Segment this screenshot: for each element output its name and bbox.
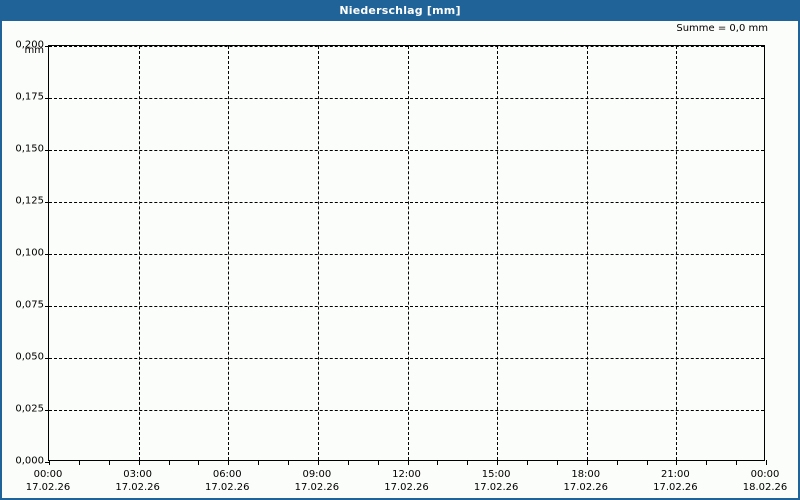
x-axis-tick-label: 21:00 17.02.26 bbox=[653, 468, 698, 494]
gridline-horizontal bbox=[49, 410, 764, 411]
x-axis-tick-mark bbox=[556, 460, 558, 465]
y-axis-tick-label: 0,025 bbox=[15, 403, 44, 415]
x-axis-tick-mark bbox=[108, 460, 110, 465]
x-axis-tick-label: 03:00 17.02.26 bbox=[115, 468, 160, 494]
y-axis-tick-label: 0,200 bbox=[15, 39, 44, 51]
gridline-horizontal bbox=[49, 202, 764, 203]
x-axis-tick-mark bbox=[168, 460, 170, 465]
x-axis-tick-mark bbox=[646, 460, 648, 465]
x-axis-tick-time: 12:00 bbox=[392, 469, 421, 480]
x-axis-tick-date: 17.02.26 bbox=[294, 482, 340, 493]
y-axis-tick-label: 0,100 bbox=[15, 247, 44, 259]
y-axis-tick-mark bbox=[45, 410, 49, 411]
x-axis-tick-mark bbox=[586, 460, 588, 465]
x-axis-tick-mark bbox=[706, 460, 708, 465]
x-axis-tick-date: 17.02.26 bbox=[563, 482, 609, 493]
x-axis-tick-date: 17.02.26 bbox=[25, 482, 71, 493]
gridline-vertical bbox=[228, 46, 230, 460]
gridline-vertical bbox=[407, 46, 409, 460]
x-axis-tick-mark bbox=[736, 460, 738, 465]
window-title-bar: Niederschlag [mm] bbox=[0, 0, 800, 21]
y-axis-tick-mark bbox=[45, 150, 49, 151]
x-axis-tick-label: 12:00 17.02.26 bbox=[384, 468, 429, 494]
x-axis-tick-label: 09:00 17.02.26 bbox=[295, 468, 340, 494]
x-axis-tick-time: 03:00 bbox=[123, 469, 153, 480]
x-axis-tick-time: 18:00 bbox=[571, 469, 601, 480]
y-axis-tick-mark bbox=[45, 46, 49, 47]
x-axis-tick-mark bbox=[497, 460, 499, 465]
x-axis-tick-label: 06:00 17.02.26 bbox=[205, 468, 250, 494]
x-axis-tick-label: 00:00 17.02.26 bbox=[26, 468, 71, 494]
gridline-horizontal bbox=[49, 254, 764, 255]
y-axis-tick-mark bbox=[45, 202, 49, 203]
x-axis-tick-label: 00:00 18.02.26 bbox=[743, 468, 788, 494]
x-axis-tick-mark bbox=[527, 460, 528, 465]
gridline-horizontal bbox=[49, 306, 764, 307]
x-axis-tick-date: 17.02.26 bbox=[653, 482, 698, 493]
y-axis-tick-label: 0,125 bbox=[15, 195, 44, 207]
plot-region bbox=[45, 45, 767, 465]
gridline-horizontal bbox=[49, 98, 764, 99]
x-axis-tick-mark bbox=[317, 460, 319, 465]
x-axis-tick-time: 06:00 bbox=[212, 469, 242, 480]
y-axis-tick-label: 0,075 bbox=[15, 299, 44, 311]
summary-annotation: Summe = 0,0 mm bbox=[676, 23, 768, 34]
x-axis-tick-date: 17.02.26 bbox=[204, 482, 250, 493]
gridline-horizontal bbox=[49, 150, 764, 151]
y-axis-tick-label: 0,000 bbox=[15, 455, 44, 467]
gridline-horizontal bbox=[49, 358, 764, 359]
x-axis-labels: 00:00 17.02.26 03:00 17.02.26 06:00 17.02.26 0… bbox=[2, 468, 798, 498]
y-axis-unit-label: mm bbox=[24, 45, 44, 56]
gridline-horizontal bbox=[49, 46, 764, 47]
y-axis-labels: mm 0,200 0,175 0,150 0,125 0,100 0,075 0,050 0,… bbox=[2, 40, 44, 467]
gridline-vertical bbox=[497, 46, 499, 460]
x-axis-tick-mark bbox=[437, 460, 439, 465]
y-axis-tick-mark bbox=[45, 462, 49, 463]
x-axis-tick-mark bbox=[616, 460, 618, 465]
plot-area bbox=[45, 45, 767, 465]
x-axis-tick-mark bbox=[198, 460, 200, 465]
x-axis-tick-time: 00:00 bbox=[750, 469, 780, 480]
y-axis-tick-label: 0,150 bbox=[15, 143, 44, 155]
x-axis-tick-date: 17.02.26 bbox=[115, 482, 160, 493]
x-axis-tick-mark bbox=[377, 460, 379, 465]
y-axis-tick-mark bbox=[45, 358, 49, 359]
x-axis-tick-date: 18.02.26 bbox=[742, 482, 788, 493]
y-axis-tick-mark bbox=[45, 98, 49, 99]
x-axis-tick-mark bbox=[138, 460, 140, 465]
gridline-vertical bbox=[586, 46, 588, 460]
x-axis-tick-time: 21:00 bbox=[660, 469, 690, 480]
x-axis-tick-mark bbox=[766, 460, 767, 465]
x-axis-tick-mark bbox=[676, 460, 678, 465]
x-axis-tick-label: 15:00 17.02.26 bbox=[474, 468, 519, 494]
x-axis-tick-time: 09:00 bbox=[302, 469, 332, 480]
y-axis-tick-mark bbox=[45, 306, 49, 307]
x-axis-tick-date: 17.02.26 bbox=[384, 482, 429, 493]
y-axis-tick-label: 0,175 bbox=[15, 91, 44, 103]
y-axis-tick-label: 0,050 bbox=[15, 351, 44, 363]
page-title: Niederschlag [mm] bbox=[339, 4, 461, 17]
x-axis-tick-mark bbox=[78, 460, 80, 465]
x-axis-tick-mark bbox=[49, 460, 50, 465]
gridline-vertical bbox=[676, 46, 678, 460]
x-axis-tick-time: 15:00 bbox=[481, 469, 511, 480]
x-axis-tick-mark bbox=[467, 460, 469, 465]
x-axis-tick-mark bbox=[288, 460, 289, 465]
x-axis-tick-label: 18:00 17.02.26 bbox=[563, 468, 608, 494]
x-axis-tick-time: 00:00 bbox=[33, 469, 63, 480]
x-axis-tick-mark bbox=[258, 460, 260, 465]
y-axis-tick-mark bbox=[45, 254, 49, 255]
x-axis-tick-mark bbox=[228, 460, 230, 465]
x-axis-tick-mark bbox=[347, 460, 349, 465]
gridline-vertical bbox=[317, 46, 319, 460]
x-axis-tick-mark bbox=[407, 460, 409, 465]
x-axis-tick-date: 17.02.26 bbox=[473, 482, 519, 493]
gridline-vertical bbox=[138, 46, 140, 460]
